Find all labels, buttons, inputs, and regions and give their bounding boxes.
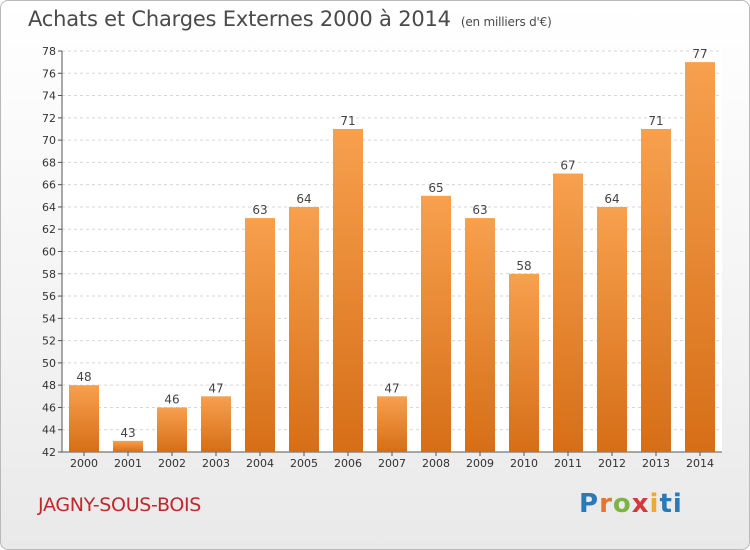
- y-tick-label: 66: [42, 179, 56, 192]
- x-tick-label: 2004: [246, 457, 274, 470]
- logo-letter: P: [579, 489, 600, 519]
- y-tick-label: 48: [42, 379, 56, 392]
- y-tick-label: 46: [42, 401, 56, 414]
- y-tick-label: 70: [42, 134, 56, 147]
- y-tick-label: 60: [42, 246, 56, 259]
- bar: [641, 128, 671, 452]
- data-label: 71: [648, 114, 663, 128]
- bar: [113, 440, 143, 452]
- logo-letter: o: [612, 489, 632, 519]
- x-tick-label: 2006: [334, 457, 362, 470]
- x-tick-label: 2000: [70, 457, 98, 470]
- x-tick-label: 2011: [554, 457, 582, 470]
- location-label: JAGNY-SOUS-BOIS: [38, 494, 202, 516]
- logo-letter: ti: [659, 489, 683, 519]
- chart-unit: (en milliers d'€): [460, 15, 552, 29]
- x-tick-label: 2002: [158, 457, 186, 470]
- data-label: 46: [164, 392, 179, 406]
- x-tick-label: 2001: [114, 457, 142, 470]
- logo-letter: r: [599, 489, 613, 519]
- y-tick-label: 62: [42, 223, 56, 236]
- data-label: 43: [120, 426, 135, 440]
- data-label: 63: [472, 203, 487, 217]
- logo-letter: i: [649, 489, 660, 519]
- x-tick-label: 2003: [202, 457, 230, 470]
- y-tick-label: 50: [42, 357, 56, 370]
- x-tick-label: 2013: [642, 457, 670, 470]
- data-label: 77: [692, 47, 707, 61]
- data-label: 71: [340, 114, 355, 128]
- bar: [69, 385, 99, 452]
- chart-title: Achats et Charges Externes 2000 à 2014 (e…: [28, 7, 552, 31]
- x-tick-label: 2008: [422, 457, 450, 470]
- x-tick-label: 2007: [378, 457, 406, 470]
- y-tick-label: 54: [42, 312, 56, 325]
- y-tick-label: 68: [42, 156, 56, 169]
- data-label: 63: [252, 203, 267, 217]
- y-tick-label: 72: [42, 112, 56, 125]
- bar: [245, 218, 275, 452]
- y-tick-label: 42: [42, 446, 56, 459]
- bar: [685, 62, 715, 453]
- bar: [421, 195, 451, 453]
- y-tick-label: 74: [42, 90, 56, 103]
- bar: [289, 206, 319, 452]
- data-label: 64: [604, 192, 619, 206]
- bar: [377, 396, 407, 452]
- bar: [553, 173, 583, 452]
- x-tick-label: 2012: [598, 457, 626, 470]
- bar: [201, 396, 231, 452]
- data-label: 58: [516, 259, 531, 273]
- x-tick-label: 2009: [466, 457, 494, 470]
- y-tick-label: 52: [42, 335, 56, 348]
- data-label: 65: [428, 181, 443, 195]
- bar: [597, 206, 627, 452]
- x-tick-label: 2010: [510, 457, 538, 470]
- bar: [509, 273, 539, 452]
- y-tick-label: 64: [42, 201, 56, 214]
- bar: [157, 407, 187, 452]
- x-tick-label: 2005: [290, 457, 318, 470]
- data-label: 48: [76, 370, 91, 384]
- y-tick-label: 58: [42, 268, 56, 281]
- y-tick-label: 44: [42, 424, 56, 437]
- y-tick-label: 76: [42, 67, 56, 80]
- logo-letter: x: [631, 489, 650, 519]
- bar: [333, 128, 363, 452]
- y-tick-label: 56: [42, 290, 56, 303]
- data-label: 47: [208, 381, 223, 395]
- data-label: 47: [384, 381, 399, 395]
- x-tick-label: 2014: [686, 457, 714, 470]
- y-tick-label: 78: [42, 45, 56, 58]
- data-label: 64: [296, 192, 311, 206]
- chart-title-text: Achats et Charges Externes 2000 à 2014: [28, 7, 451, 31]
- bar: [465, 218, 495, 452]
- proxiti-logo: Proxiti: [579, 489, 683, 519]
- data-label: 67: [560, 159, 575, 173]
